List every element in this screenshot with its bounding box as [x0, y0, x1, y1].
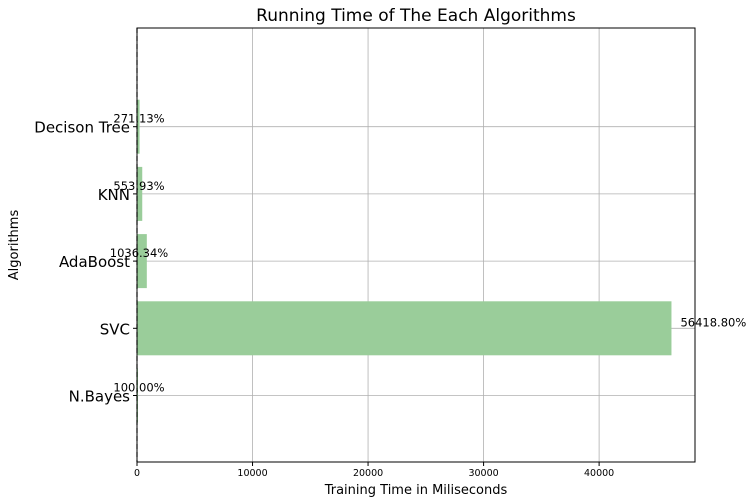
x-tick-label: 0	[134, 468, 140, 479]
bar-value-labels: 100.00% 56418.80% 1036.34% 553.93% 271.13%	[110, 112, 747, 395]
grid-lines	[137, 28, 695, 462]
bar	[137, 234, 147, 289]
y-category-labels: N.Bayes SVC AdaBoost KNN Decison Tree	[34, 119, 137, 406]
x-tick-label: 10000	[237, 468, 267, 479]
bars	[137, 99, 672, 423]
y-category-label: SVC	[100, 320, 130, 338]
plot-frame	[136, 27, 696, 463]
x-axis-label: Training Time in Miliseconds	[324, 483, 508, 498]
bar-value-label: 100.00%	[113, 381, 164, 395]
x-tick-label: 40000	[584, 468, 614, 479]
y-axis-label: Algorithms	[7, 210, 22, 281]
chart-title: Running Time of The Each Algorithms	[256, 6, 576, 26]
y-category-label: N.Bayes	[69, 388, 131, 406]
x-tick-label: 30000	[468, 468, 498, 479]
y-category-label: KNN	[98, 186, 130, 204]
y-category-label: Decison Tree	[34, 119, 130, 137]
bar	[137, 166, 143, 221]
y-category-label: AdaBoost	[59, 253, 130, 271]
bar-value-label: 553.93%	[113, 179, 164, 193]
bar	[137, 301, 672, 356]
x-tick-label: 20000	[353, 468, 383, 479]
bar-value-label: 56418.80%	[680, 315, 746, 329]
bar-value-label: 1036.34%	[110, 246, 169, 260]
bar-value-label: 271.13%	[113, 112, 164, 126]
x-ticks: 0 10000 20000 30000 40000	[134, 462, 614, 479]
bar	[137, 99, 140, 154]
